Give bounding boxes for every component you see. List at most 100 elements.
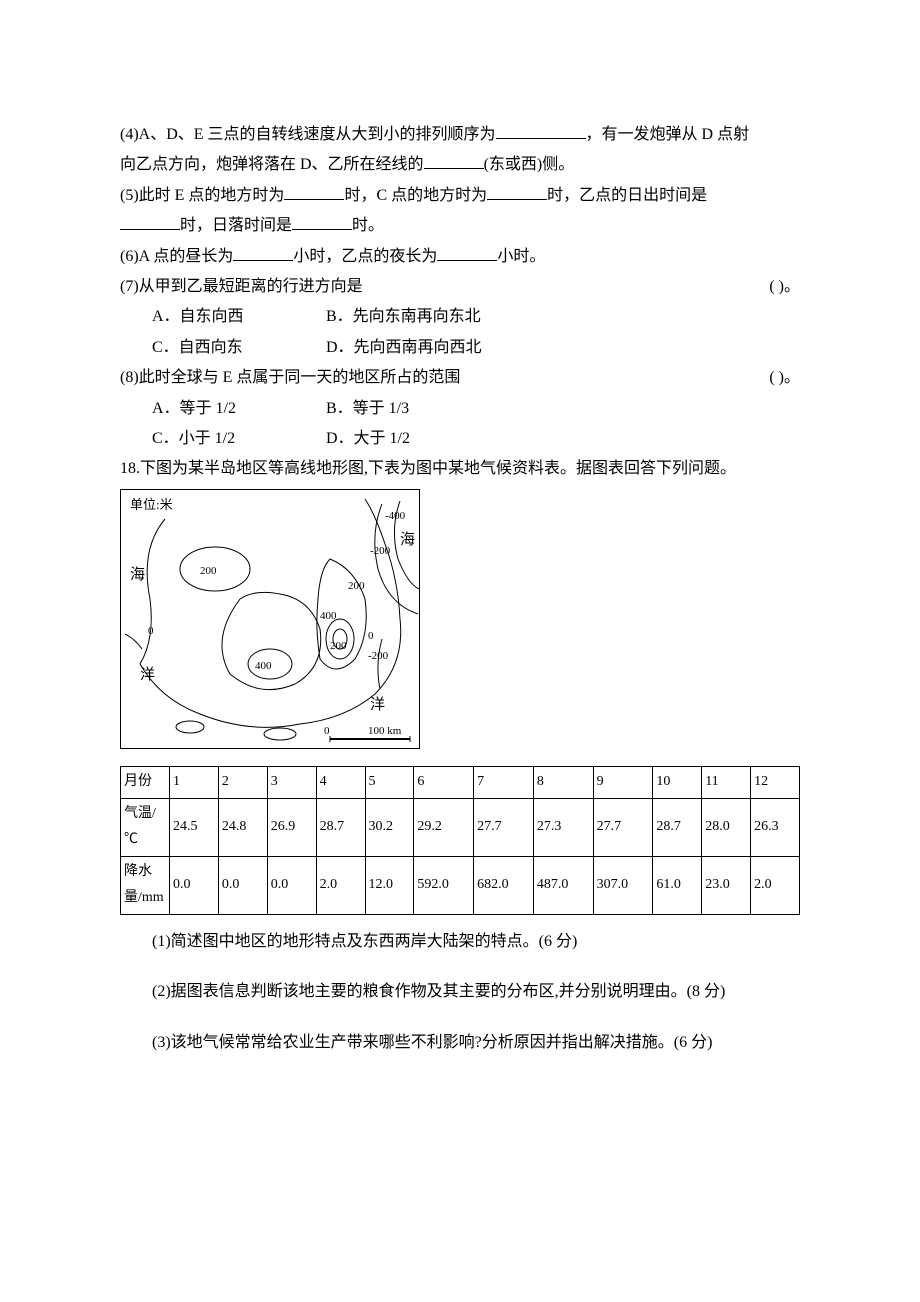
cell: 2.0	[316, 856, 365, 914]
option-a[interactable]: A．等于 1/2	[152, 394, 322, 424]
cell: 592.0	[414, 856, 474, 914]
q17-7-stem: (7)从甲到乙最短距离的行进方向是 ( )。	[120, 272, 800, 302]
blank[interactable]	[437, 244, 497, 261]
blank[interactable]	[284, 183, 344, 200]
cell: 307.0	[593, 856, 653, 914]
t: (6)A 点的昼长为	[120, 248, 233, 265]
cell: 29.2	[414, 798, 474, 856]
q17-7-text: (7)从甲到乙最短距离的行进方向是	[120, 272, 363, 302]
option-a[interactable]: A．自东向西	[152, 302, 322, 332]
q17-4-text-b: ，有一发炮弹从 D 点射	[586, 126, 750, 143]
q17-8-stem: (8)此时全球与 E 点属于同一天的地区所占的范围 ( )。	[120, 363, 800, 393]
cell: 10	[653, 767, 702, 799]
q17-7-options-row1: A．自东向西 B．先向东南再向东北	[120, 302, 800, 332]
cell: 8	[533, 767, 593, 799]
q17-4-text-c: 向乙点方向，炮弹将落在 D、乙所在经线的	[120, 156, 424, 173]
table-row-months: 月份 1 2 3 4 5 6 7 8 9 10 11 12	[121, 767, 800, 799]
blank[interactable]	[292, 213, 352, 230]
cell: 24.8	[218, 798, 267, 856]
contour-label: 400	[320, 610, 337, 622]
cell: 61.0	[653, 856, 702, 914]
scale-zero: 0	[324, 725, 330, 737]
q17-8-options-row1: A．等于 1/2 B．等于 1/3	[120, 394, 800, 424]
q17-6: (6)A 点的昼长为 小时，乙点的夜长为 小时。	[120, 242, 800, 272]
answer-paren[interactable]: ( )。	[769, 272, 800, 302]
blank[interactable]	[487, 183, 547, 200]
q18-map: 单位:米 海 海 洋 洋 -4	[120, 489, 800, 760]
q17-5-line2: 时，日落时间是 时。	[120, 211, 800, 241]
q18-sub1: (1)简述图中地区的地形特点及东西两岸大陆架的特点。(6 分)	[120, 927, 800, 957]
option-c[interactable]: C．小于 1/2	[152, 424, 322, 454]
map-unit-label: 单位:米	[130, 497, 173, 512]
contour-label: -200	[370, 545, 391, 557]
cell: 12.0	[365, 856, 414, 914]
option-b[interactable]: B．等于 1/3	[326, 394, 409, 424]
q17-4-text-d: (东或西)侧。	[484, 156, 575, 173]
cell: 1	[170, 767, 219, 799]
cell: 12	[751, 767, 800, 799]
t: 时。	[352, 217, 384, 234]
cell: 26.3	[751, 798, 800, 856]
cell: 0.0	[267, 856, 316, 914]
contour-label: 400	[255, 660, 272, 672]
t: 小时，乙点的夜长为	[293, 248, 437, 265]
blank[interactable]	[424, 152, 484, 169]
cell: 28.7	[653, 798, 702, 856]
blank[interactable]	[120, 213, 180, 230]
cell: 6	[414, 767, 474, 799]
map-sea-label: 海	[130, 566, 145, 583]
option-d[interactable]: D．先向西南再向西北	[326, 333, 482, 363]
t: 时，乙点的日出时间是	[547, 187, 707, 204]
map-sea-label-2: 海	[400, 531, 415, 548]
cell: 11	[702, 767, 751, 799]
cell: 487.0	[533, 856, 593, 914]
cell: 682.0	[474, 856, 534, 914]
cell: 28.7	[316, 798, 365, 856]
contour-label: -400	[385, 510, 406, 522]
table-row-temp: 气温/℃ 24.5 24.8 26.9 28.7 30.2 29.2 27.7 …	[121, 798, 800, 856]
contour-label: 200	[200, 565, 217, 577]
blank[interactable]	[233, 244, 293, 261]
cell: 28.0	[702, 798, 751, 856]
q17-8-text: (8)此时全球与 E 点属于同一天的地区所占的范围	[120, 363, 460, 393]
t: 小时。	[497, 248, 545, 265]
cell: 0.0	[170, 856, 219, 914]
cell: 27.3	[533, 798, 593, 856]
blank[interactable]	[496, 122, 586, 139]
climate-table: 月份 1 2 3 4 5 6 7 8 9 10 11 12 气温/℃ 24.5 …	[120, 766, 800, 915]
contour-label: -200	[368, 650, 389, 662]
cell: 0.0	[218, 856, 267, 914]
t: (5)此时 E 点的地方时为	[120, 187, 284, 204]
cell: 23.0	[702, 856, 751, 914]
row-header: 月份	[121, 767, 170, 799]
contour-label: 0	[368, 630, 374, 642]
cell: 9	[593, 767, 653, 799]
contour-label: 200	[330, 640, 347, 652]
contour-label: 0	[148, 625, 154, 637]
q17-5-line1: (5)此时 E 点的地方时为 时，C 点的地方时为 时，乙点的日出时间是	[120, 181, 800, 211]
option-d[interactable]: D．大于 1/2	[326, 424, 410, 454]
cell: 27.7	[474, 798, 534, 856]
table-row-precip: 降水量/mm 0.0 0.0 0.0 2.0 12.0 592.0 682.0 …	[121, 856, 800, 914]
t: 时，日落时间是	[180, 217, 292, 234]
q17-4-text-a: (4)A、D、E 三点的自转线速度从大到小的排列顺序为	[120, 126, 496, 143]
cell: 3	[267, 767, 316, 799]
q17-4-line2: 向乙点方向，炮弹将落在 D、乙所在经线的 (东或西)侧。	[120, 150, 800, 180]
cell: 7	[474, 767, 534, 799]
q18-sub2: (2)据图表信息判断该地主要的粮食作物及其主要的分布区,并分别说明理由。(8 分…	[120, 977, 800, 1007]
cell: 24.5	[170, 798, 219, 856]
contour-label: 200	[348, 580, 365, 592]
cell: 4	[316, 767, 365, 799]
answer-paren[interactable]: ( )。	[769, 363, 800, 393]
option-b[interactable]: B．先向东南再向东北	[326, 302, 481, 332]
row-header: 气温/℃	[121, 798, 170, 856]
option-c[interactable]: C．自西向东	[152, 333, 322, 363]
cell: 30.2	[365, 798, 414, 856]
cell: 2.0	[751, 856, 800, 914]
cell: 27.7	[593, 798, 653, 856]
row-header: 降水量/mm	[121, 856, 170, 914]
cell: 5	[365, 767, 414, 799]
cell: 26.9	[267, 798, 316, 856]
q17-8-options-row2: C．小于 1/2 D．大于 1/2	[120, 424, 800, 454]
t: 时，C 点的地方时为	[344, 187, 487, 204]
